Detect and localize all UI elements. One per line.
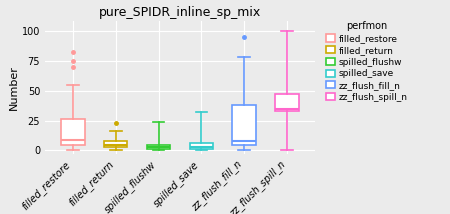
PathPatch shape xyxy=(147,144,171,149)
Y-axis label: Number: Number xyxy=(9,65,19,110)
Title: pure_SPIDR_inline_sp_mix: pure_SPIDR_inline_sp_mix xyxy=(99,6,261,19)
PathPatch shape xyxy=(275,94,299,111)
Legend: filled_restore, filled_return, spilled_flushw, spilled_save, zz_flush_fill_n, zz: filled_restore, filled_return, spilled_f… xyxy=(323,19,410,104)
PathPatch shape xyxy=(233,105,256,144)
PathPatch shape xyxy=(61,119,85,144)
PathPatch shape xyxy=(189,143,213,149)
PathPatch shape xyxy=(104,141,127,147)
